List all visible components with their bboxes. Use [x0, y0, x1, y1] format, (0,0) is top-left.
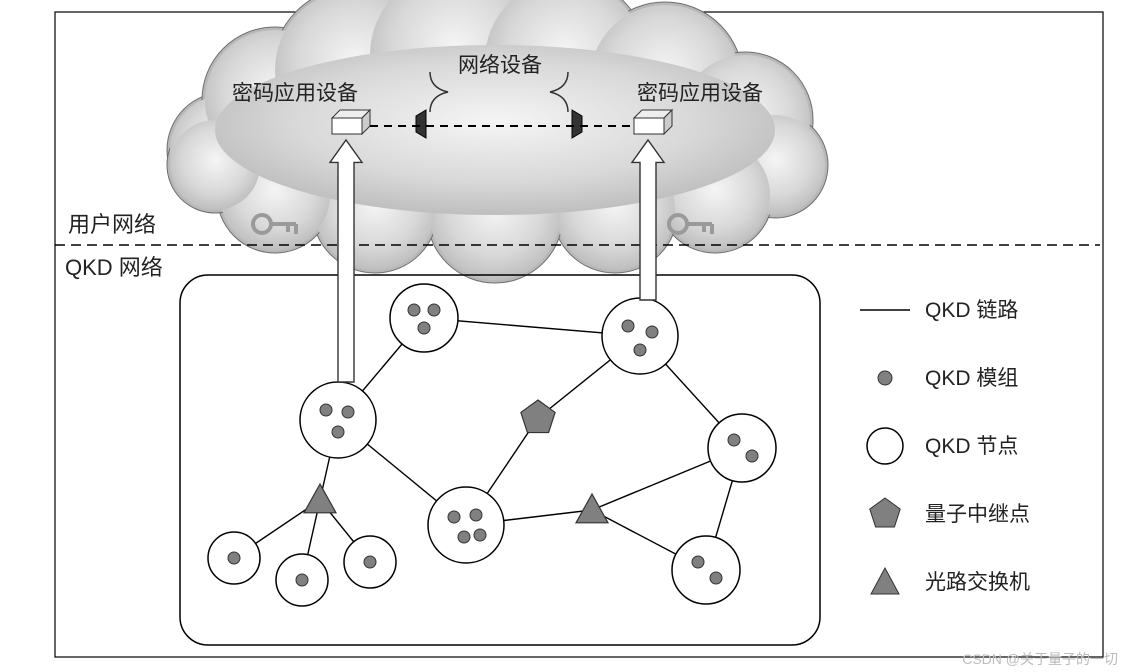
legend-label: QKD 节点: [925, 435, 1018, 458]
cloud: [167, 0, 828, 283]
qkd-node: [390, 284, 458, 352]
qkd-module: [408, 304, 420, 316]
qkd-module: [710, 572, 722, 584]
qkd-node: [300, 382, 376, 458]
legend-triangle-icon: [871, 568, 899, 594]
qkd-module: [474, 529, 486, 541]
optical-switch: [576, 494, 608, 523]
qkd-module: [332, 426, 344, 438]
watermark: CSDN @关于量子的一切: [962, 651, 1118, 667]
qkd-module: [622, 320, 634, 332]
qkd-node: [672, 536, 740, 604]
qkd-module: [692, 556, 704, 568]
crypto-device-icon: [634, 110, 672, 134]
qkd-module: [428, 304, 440, 316]
qkd-module: [646, 326, 658, 338]
legend-pentagon-icon: [870, 498, 900, 527]
qkd-node: [602, 298, 678, 374]
legend-label: 光路交换机: [925, 571, 1030, 594]
qkd-node: [428, 487, 504, 563]
qkd-module: [448, 511, 460, 523]
legend-label: 量子中继点: [925, 503, 1030, 526]
qkd-module: [470, 509, 482, 521]
qkd-module: [228, 552, 240, 564]
qkd-network-label: QKD 网络: [65, 255, 163, 280]
qkd-node: [276, 554, 328, 606]
qkd-module: [418, 322, 430, 334]
quantum-relay: [521, 400, 555, 433]
legend-label: QKD 模组: [925, 367, 1018, 390]
qkd-module: [728, 434, 740, 446]
legend-circle-icon: [867, 428, 903, 464]
network-device-label: 网络设备: [458, 54, 542, 77]
qkd-module: [320, 404, 332, 416]
legend: QKD 链路 QKD 模组 QKD 节点量子中继点光路交换机: [860, 299, 1030, 594]
qkd-module: [458, 531, 470, 543]
legend-dot-icon: [878, 371, 892, 385]
crypto-device-icon: [332, 110, 370, 134]
crypto-device-label: 密码应用设备: [637, 82, 763, 105]
qkd-module: [296, 574, 308, 586]
qkd-module: [746, 450, 758, 462]
crypto-device-label: 密码应用设备: [232, 82, 358, 105]
legend-label: QKD 链路: [925, 299, 1018, 322]
qkd-node: [208, 532, 260, 584]
qkd-node: [344, 536, 396, 588]
optical-switch: [304, 484, 336, 513]
qkd-module: [342, 406, 354, 418]
user-network-label: 用户网络: [68, 212, 156, 237]
qkd-module: [364, 556, 376, 568]
qkd-node: [708, 414, 776, 482]
qkd-module: [634, 344, 646, 356]
